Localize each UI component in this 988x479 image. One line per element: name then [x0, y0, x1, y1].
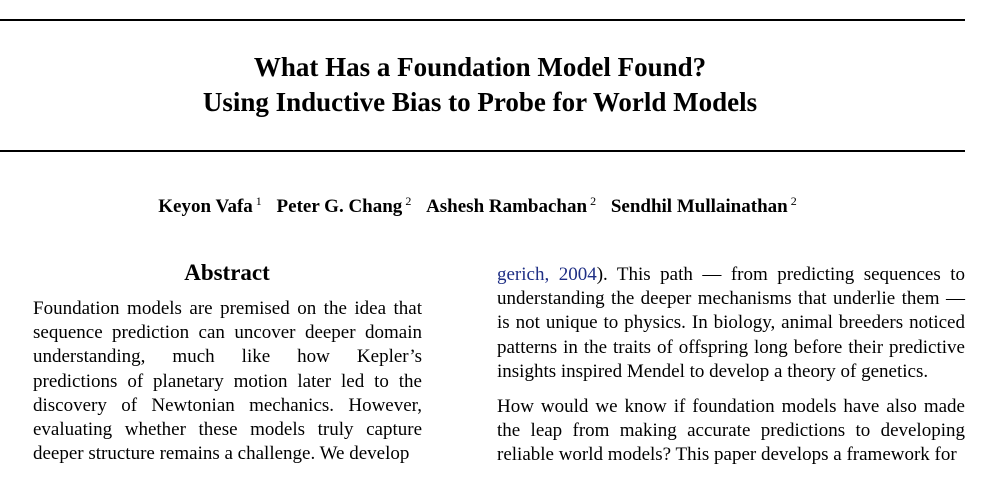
- body-column-right: gerich, 2004). This path — from predicti…: [497, 263, 965, 479]
- citation-year: 2004: [558, 264, 597, 285]
- author-name: Keyon Vafa: [158, 196, 253, 217]
- author: Ashesh Rambachan 2: [426, 194, 597, 217]
- abstract-heading: Abstract: [184, 260, 270, 285]
- author-affiliation: 2: [405, 194, 412, 208]
- author-list: Keyon Vafa 1 Peter G. Chang 2 Ashesh Ramba…: [0, 194, 955, 218]
- paper-title: What Has a Foundation Model Found? Using…: [0, 50, 960, 120]
- author-affiliation: 1: [255, 194, 262, 208]
- author-name: Sendhil Mullainathan: [610, 196, 788, 217]
- author: Sendhil Mullainathan 2: [610, 194, 797, 217]
- top-rule: [0, 19, 965, 21]
- author: Peter G. Chang 2: [276, 194, 412, 217]
- author-affiliation: 2: [590, 194, 597, 208]
- citation-link[interactable]: gerich, 2004: [497, 264, 597, 285]
- bottom-rule: [0, 150, 965, 152]
- author: Keyon Vafa 1: [158, 194, 262, 217]
- body-paragraph-2: How would we know if foundation models h…: [497, 396, 965, 466]
- body-paragraph-1: gerich, 2004). This path — from predicti…: [497, 263, 965, 384]
- citation-separator: ,: [544, 264, 559, 285]
- author-name: Peter G. Chang: [276, 196, 403, 217]
- author-affiliation: 2: [790, 194, 797, 208]
- body-paragraph-1-text: ). This path — from predicting sequences…: [497, 264, 966, 382]
- author-name: Ashesh Rambachan: [426, 196, 588, 217]
- abstract-text: Foundation models are premised on the id…: [33, 298, 422, 465]
- title-line-2: Using Inductive Bias to Probe for World …: [202, 87, 758, 117]
- citation-author: gerich: [497, 264, 545, 285]
- title-line-1: What Has a Foundation Model Found?: [253, 52, 707, 82]
